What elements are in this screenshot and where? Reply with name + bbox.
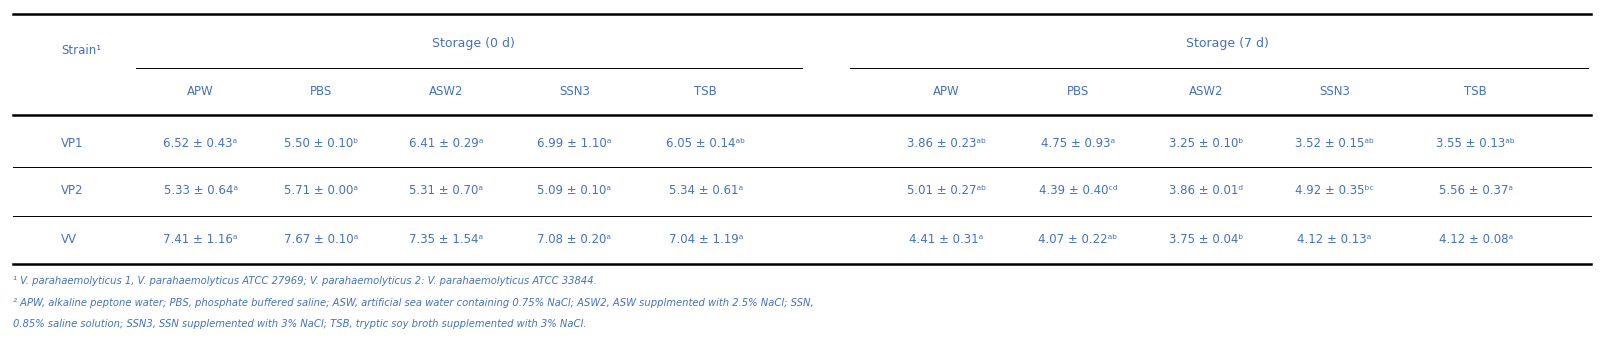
- Text: 4.39 ± 0.40ᶜᵈ: 4.39 ± 0.40ᶜᵈ: [1038, 185, 1118, 197]
- Text: 5.01 ± 0.27ᵃᵇ: 5.01 ± 0.27ᵃᵇ: [906, 185, 986, 197]
- Text: VP2: VP2: [61, 185, 83, 197]
- Text: 3.55 ± 0.13ᵃᵇ: 3.55 ± 0.13ᵃᵇ: [1436, 137, 1516, 150]
- Text: 3.86 ± 0.01ᵈ: 3.86 ± 0.01ᵈ: [1169, 185, 1243, 197]
- Text: 5.33 ± 0.64ᵃ: 5.33 ± 0.64ᵃ: [164, 185, 237, 197]
- Text: 4.41 ± 0.31ᵃ: 4.41 ± 0.31ᵃ: [909, 234, 983, 246]
- Text: 5.09 ± 0.10ᵃ: 5.09 ± 0.10ᵃ: [537, 185, 611, 197]
- Text: 4.12 ± 0.13ᵃ: 4.12 ± 0.13ᵃ: [1298, 234, 1371, 246]
- Text: 7.67 ± 0.10ᵃ: 7.67 ± 0.10ᵃ: [284, 234, 358, 246]
- Text: SSN3: SSN3: [558, 85, 590, 98]
- Text: 6.05 ± 0.14ᵃᵇ: 6.05 ± 0.14ᵃᵇ: [666, 137, 746, 150]
- Text: APW: APW: [188, 85, 213, 98]
- Text: Storage (0 d): Storage (0 d): [431, 38, 515, 50]
- Text: 3.25 ± 0.10ᵇ: 3.25 ± 0.10ᵇ: [1169, 137, 1243, 150]
- Text: 5.34 ± 0.61ᵃ: 5.34 ± 0.61ᵃ: [669, 185, 743, 197]
- Text: 6.52 ± 0.43ᵃ: 6.52 ± 0.43ᵃ: [164, 137, 237, 150]
- Text: 5.71 ± 0.00ᵃ: 5.71 ± 0.00ᵃ: [284, 185, 358, 197]
- Text: 7.35 ± 1.54ᵃ: 7.35 ± 1.54ᵃ: [409, 234, 483, 246]
- Text: SSN3: SSN3: [1318, 85, 1351, 98]
- Text: ASW2: ASW2: [1189, 85, 1224, 98]
- Text: TSB: TSB: [1464, 85, 1487, 98]
- Text: 4.92 ± 0.35ᵇᶜ: 4.92 ± 0.35ᵇᶜ: [1294, 185, 1375, 197]
- Text: 5.31 ± 0.70ᵃ: 5.31 ± 0.70ᵃ: [409, 185, 483, 197]
- Text: APW: APW: [934, 85, 959, 98]
- Text: PBS: PBS: [1067, 85, 1089, 98]
- Text: 3.75 ± 0.04ᵇ: 3.75 ± 0.04ᵇ: [1169, 234, 1243, 246]
- Text: VV: VV: [61, 234, 77, 246]
- Text: TSB: TSB: [695, 85, 717, 98]
- Text: Strain¹: Strain¹: [61, 44, 101, 57]
- Text: 4.07 ± 0.22ᵃᵇ: 4.07 ± 0.22ᵃᵇ: [1038, 234, 1118, 246]
- Text: 7.04 ± 1.19ᵃ: 7.04 ± 1.19ᵃ: [669, 234, 743, 246]
- Text: 4.75 ± 0.93ᵃ: 4.75 ± 0.93ᵃ: [1041, 137, 1115, 150]
- Text: 7.41 ± 1.16ᵃ: 7.41 ± 1.16ᵃ: [164, 234, 237, 246]
- Text: ASW2: ASW2: [428, 85, 464, 98]
- Text: VP1: VP1: [61, 137, 83, 150]
- Text: Storage (7 d): Storage (7 d): [1185, 38, 1269, 50]
- Text: 3.86 ± 0.23ᵃᵇ: 3.86 ± 0.23ᵃᵇ: [906, 137, 986, 150]
- Text: 6.41 ± 0.29ᵃ: 6.41 ± 0.29ᵃ: [409, 137, 483, 150]
- Text: 4.12 ± 0.08ᵃ: 4.12 ± 0.08ᵃ: [1439, 234, 1513, 246]
- Text: ² APW, alkaline peptone water; PBS, phosphate buffered saline; ASW, artificial s: ² APW, alkaline peptone water; PBS, phos…: [13, 297, 813, 308]
- Text: 0.85% saline solution; SSN3, SSN supplemented with 3% NaCl; TSB, tryptic soy bro: 0.85% saline solution; SSN3, SSN supplem…: [13, 319, 585, 329]
- Text: 5.56 ± 0.37ᵃ: 5.56 ± 0.37ᵃ: [1439, 185, 1513, 197]
- Text: ¹ V. parahaemolyticus 1, V. parahaemolyticus ATCC 27969; V. parahaemolyticus 2: : ¹ V. parahaemolyticus 1, V. parahaemolyt…: [13, 276, 597, 286]
- Text: 5.50 ± 0.10ᵇ: 5.50 ± 0.10ᵇ: [284, 137, 358, 150]
- Text: 6.99 ± 1.10ᵃ: 6.99 ± 1.10ᵃ: [537, 137, 611, 150]
- Text: 7.08 ± 0.20ᵃ: 7.08 ± 0.20ᵃ: [537, 234, 611, 246]
- Text: 3.52 ± 0.15ᵃᵇ: 3.52 ± 0.15ᵃᵇ: [1294, 137, 1375, 150]
- Text: PBS: PBS: [310, 85, 332, 98]
